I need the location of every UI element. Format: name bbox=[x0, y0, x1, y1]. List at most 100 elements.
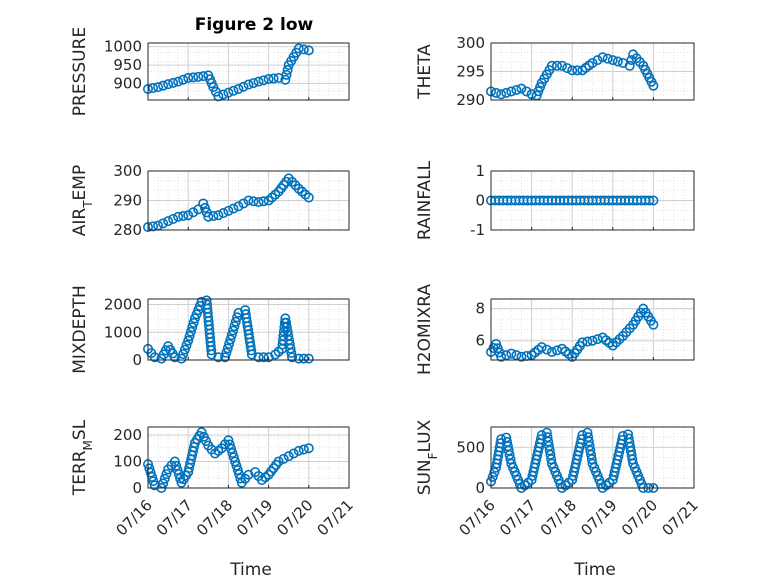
x-tick-label: 07/20 bbox=[273, 496, 316, 539]
y-tick-label: 500 bbox=[456, 438, 485, 456]
data-point bbox=[232, 464, 243, 475]
data-point bbox=[228, 325, 239, 336]
x-tick-label: 07/16 bbox=[113, 496, 156, 539]
data-point bbox=[187, 322, 198, 333]
y-axis-label: RAINFALL bbox=[415, 160, 435, 240]
data-point bbox=[230, 456, 241, 467]
data-point bbox=[223, 205, 234, 216]
axes-box bbox=[490, 298, 695, 361]
data-point bbox=[496, 434, 507, 445]
y-tick-label: -1 bbox=[470, 221, 485, 239]
panel-theta: 290 295 300 THETA bbox=[415, 34, 695, 109]
data-point bbox=[225, 334, 236, 345]
data-point bbox=[562, 63, 573, 74]
panel-rainfall: -1 0 1 RAINFALL bbox=[415, 160, 695, 240]
data-point bbox=[228, 203, 239, 214]
data-point bbox=[253, 196, 264, 207]
data-point bbox=[501, 350, 512, 361]
y-tick-label: 1 bbox=[475, 162, 485, 180]
x-axis-label-left: Time bbox=[229, 560, 272, 580]
x-tick-label: 07/17 bbox=[153, 496, 196, 539]
x-tick-label: 07/18 bbox=[537, 496, 580, 539]
y-tick-label: 1000 bbox=[104, 323, 142, 341]
data-point bbox=[293, 43, 304, 54]
data-point bbox=[188, 317, 199, 328]
y-tick-label: 1000 bbox=[104, 38, 142, 56]
data-point bbox=[193, 71, 204, 82]
data-point bbox=[602, 53, 613, 64]
y-axis-label: SUNFLUX bbox=[415, 419, 440, 495]
data-point bbox=[298, 44, 309, 55]
data-point bbox=[227, 447, 238, 458]
data-point bbox=[193, 204, 204, 215]
data-point bbox=[183, 210, 194, 221]
data-point bbox=[648, 195, 659, 206]
data-point bbox=[567, 65, 578, 76]
data-point bbox=[184, 331, 195, 342]
data-point bbox=[587, 335, 598, 346]
data-point bbox=[258, 75, 269, 86]
data-point bbox=[148, 221, 159, 232]
data-point bbox=[228, 452, 239, 463]
x-tick-label: 07/19 bbox=[577, 496, 620, 539]
x-tick-label: 07/21 bbox=[659, 496, 702, 539]
data-point bbox=[233, 201, 244, 212]
data-point bbox=[238, 198, 249, 209]
data-point bbox=[293, 445, 304, 456]
data-point bbox=[516, 351, 527, 362]
y-axis-label: TERRMSL bbox=[70, 419, 95, 496]
data-point bbox=[158, 80, 169, 91]
data-point bbox=[551, 60, 562, 71]
data-point bbox=[592, 55, 603, 66]
y-axis-label: PRESSURE bbox=[70, 27, 90, 116]
data-point bbox=[178, 349, 189, 360]
data-point bbox=[148, 83, 159, 94]
x-tick-label: 07/19 bbox=[233, 496, 276, 539]
data-point bbox=[238, 81, 249, 92]
data-point bbox=[253, 352, 264, 363]
data-point bbox=[516, 83, 527, 94]
data-point bbox=[587, 57, 598, 68]
data-point bbox=[281, 69, 292, 80]
y-tick-label: 6 bbox=[475, 332, 485, 350]
data-point bbox=[148, 476, 159, 487]
data-point bbox=[144, 463, 155, 474]
data-point bbox=[232, 312, 243, 323]
data-point bbox=[487, 471, 498, 482]
data-point bbox=[218, 208, 229, 219]
y-tick-label: 300 bbox=[456, 34, 485, 52]
data-point bbox=[511, 350, 522, 361]
data-point bbox=[233, 83, 244, 94]
data-point bbox=[183, 72, 194, 83]
data-point bbox=[298, 353, 309, 364]
y-tick-label: 0 bbox=[132, 351, 142, 369]
data-point bbox=[213, 91, 224, 102]
data-point bbox=[506, 348, 517, 359]
data-point bbox=[153, 82, 164, 93]
y-tick-label: 0 bbox=[132, 479, 142, 497]
data-point bbox=[597, 52, 608, 63]
data-point bbox=[169, 352, 180, 363]
y-tick-label: 950 bbox=[113, 56, 142, 74]
data-point bbox=[612, 56, 623, 67]
data-point bbox=[557, 60, 568, 71]
y-axis-label: H2OMIXRA bbox=[415, 284, 435, 375]
axes-box bbox=[147, 42, 350, 101]
panel-mixdepth: 0 1000 2000 MIXDEPTH bbox=[70, 285, 350, 374]
data-point bbox=[506, 86, 517, 97]
data-point bbox=[199, 202, 210, 213]
data-point bbox=[282, 64, 293, 75]
data-point bbox=[181, 340, 192, 351]
data-point bbox=[248, 78, 259, 89]
data-point bbox=[229, 321, 240, 332]
data-point bbox=[198, 198, 209, 209]
axes-box bbox=[147, 170, 350, 231]
data-point bbox=[223, 435, 234, 446]
data-point bbox=[173, 76, 184, 87]
data-point bbox=[546, 60, 557, 71]
x-tick-label: 07/16 bbox=[456, 496, 499, 539]
data-point bbox=[223, 87, 234, 98]
y-axis-label: MIXDEPTH bbox=[70, 285, 90, 374]
figure-title: Figure 2 low bbox=[195, 15, 314, 35]
